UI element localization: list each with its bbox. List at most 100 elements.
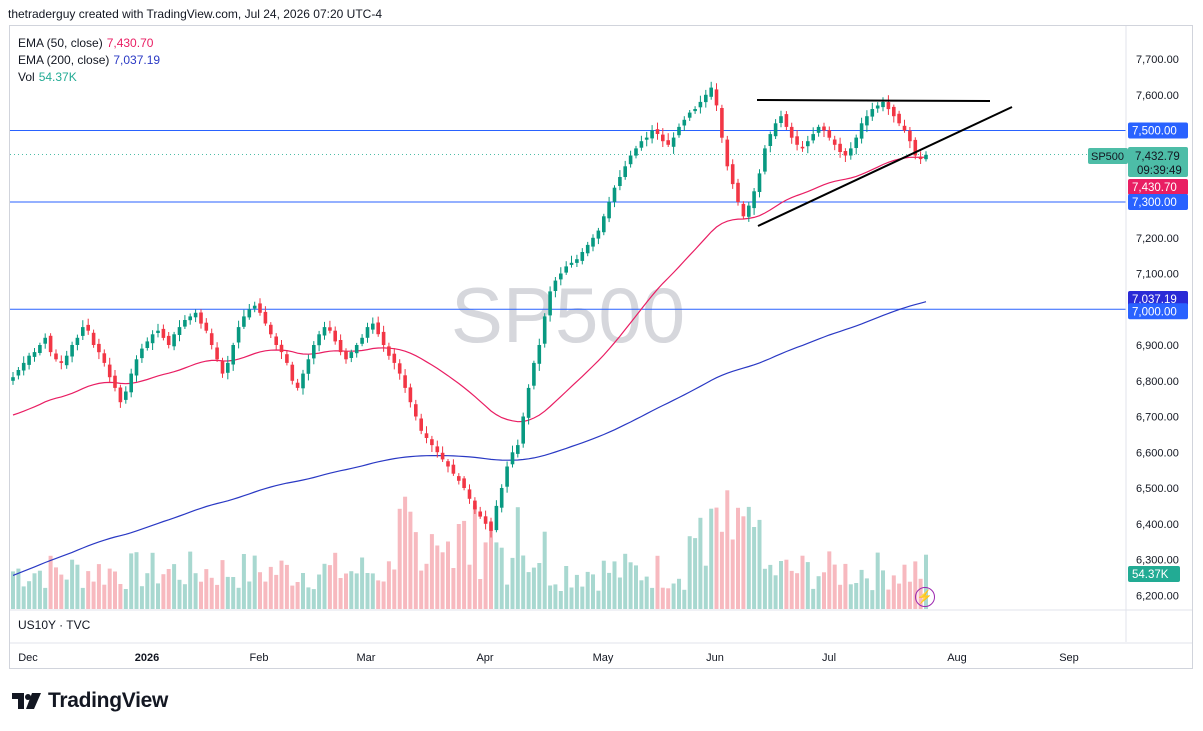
candle[interactable] (832, 135, 837, 151)
candle[interactable] (736, 178, 740, 206)
candle[interactable] (811, 127, 815, 144)
candle[interactable] (784, 111, 789, 130)
candle[interactable] (381, 325, 386, 352)
volume-tag[interactable]: 54.37K (1128, 566, 1180, 582)
candle[interactable] (693, 106, 697, 114)
candle[interactable] (483, 510, 488, 530)
candle[interactable] (542, 313, 547, 348)
candle[interactable] (671, 132, 676, 154)
candle[interactable] (865, 110, 869, 133)
candle[interactable] (875, 102, 880, 113)
candle[interactable] (650, 125, 654, 144)
candle[interactable] (263, 306, 268, 326)
candle[interactable] (564, 261, 568, 275)
candle[interactable] (97, 338, 101, 360)
candle[interactable] (172, 331, 176, 351)
candle[interactable] (43, 333, 47, 349)
candle[interactable] (451, 459, 456, 476)
candle[interactable] (376, 316, 380, 337)
candle[interactable] (446, 459, 450, 473)
candle[interactable] (199, 309, 203, 329)
candle[interactable] (21, 356, 26, 376)
candle[interactable] (59, 355, 64, 370)
candle[interactable] (800, 141, 805, 152)
candle[interactable] (220, 357, 225, 378)
candle[interactable] (397, 359, 402, 380)
candle[interactable] (704, 89, 708, 108)
candle[interactable] (328, 320, 332, 334)
lightning-icon[interactable]: ⚡ (915, 587, 935, 607)
candle[interactable] (269, 322, 273, 338)
last-price-tag[interactable]: SP500 7,432.79 09:39:49 (1088, 147, 1188, 177)
candle[interactable] (655, 122, 660, 140)
candle[interactable] (166, 332, 171, 349)
ema50-line[interactable] (12, 156, 927, 423)
candle[interactable] (612, 185, 617, 208)
candle[interactable] (795, 130, 799, 151)
candle[interactable] (516, 439, 520, 458)
candle[interactable] (440, 446, 445, 462)
candle[interactable] (618, 170, 622, 191)
candle[interactable] (38, 342, 42, 356)
candle[interactable] (886, 95, 891, 115)
candle[interactable] (913, 137, 918, 160)
candle[interactable] (150, 330, 155, 350)
candle[interactable] (81, 320, 85, 340)
candle[interactable] (714, 83, 719, 111)
candle[interactable] (741, 201, 746, 220)
candle[interactable] (757, 169, 762, 198)
candle[interactable] (274, 333, 278, 350)
candle[interactable] (908, 127, 912, 149)
candle[interactable] (661, 128, 665, 147)
candle[interactable] (816, 124, 821, 137)
candle[interactable] (462, 476, 466, 491)
candle[interactable] (918, 151, 923, 164)
candle[interactable] (392, 348, 397, 370)
candle[interactable] (607, 196, 611, 223)
candle[interactable] (414, 399, 418, 421)
candle[interactable] (822, 122, 826, 137)
candle[interactable] (64, 350, 69, 369)
candle[interactable] (575, 254, 579, 267)
candle[interactable] (489, 517, 493, 538)
candle[interactable] (231, 342, 235, 371)
candle[interactable] (54, 349, 58, 362)
candle[interactable] (226, 355, 230, 380)
ema200-line[interactable] (12, 301, 927, 576)
candle[interactable] (113, 370, 117, 392)
candle[interactable] (478, 506, 482, 519)
candle[interactable] (720, 104, 724, 143)
candle[interactable] (333, 326, 337, 345)
candle[interactable] (86, 318, 90, 335)
candle[interactable] (349, 349, 354, 363)
candle[interactable] (16, 367, 21, 380)
candle[interactable] (338, 334, 343, 356)
candle[interactable] (623, 160, 627, 180)
candle[interactable] (134, 355, 139, 382)
candle[interactable] (467, 484, 472, 504)
candle[interactable] (849, 142, 853, 160)
candle[interactable] (897, 110, 901, 127)
candle[interactable] (585, 241, 590, 257)
candle[interactable] (666, 133, 670, 147)
legend-ema200[interactable]: EMA (200, close) 7,037.19 (18, 52, 160, 69)
candle[interactable] (602, 213, 606, 236)
candle[interactable] (510, 445, 515, 468)
candle[interactable] (548, 286, 552, 322)
candle[interactable] (854, 134, 858, 155)
candle[interactable] (596, 227, 601, 245)
candle[interactable] (156, 323, 160, 338)
candle[interactable] (32, 348, 37, 362)
candle[interactable] (902, 119, 907, 133)
candle[interactable] (827, 126, 832, 141)
candle[interactable] (365, 322, 370, 343)
ema50-tag[interactable]: 7,430.70 (1128, 179, 1188, 195)
candle[interactable] (124, 386, 128, 404)
candle[interactable] (161, 324, 166, 341)
candle[interactable] (730, 159, 735, 189)
candle[interactable] (354, 342, 359, 358)
candle[interactable] (644, 131, 649, 147)
candle[interactable] (747, 202, 751, 222)
candle[interactable] (215, 342, 219, 362)
